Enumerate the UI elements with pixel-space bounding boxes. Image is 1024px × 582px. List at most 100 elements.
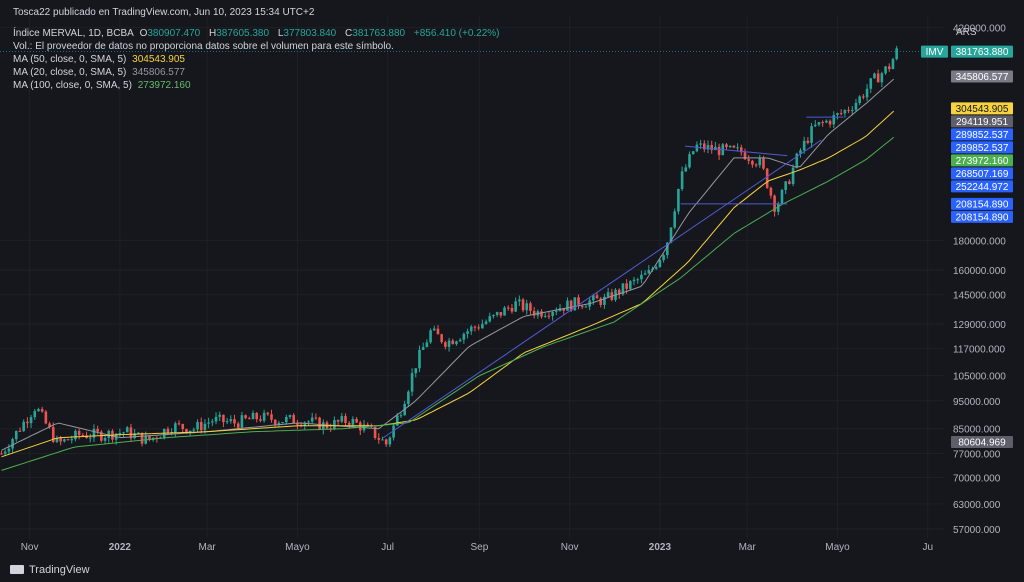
candle-up: [758, 157, 762, 166]
candle-down: [358, 422, 362, 431]
tradingview-logo[interactable]: TradingView: [10, 564, 90, 576]
candle-up: [728, 145, 732, 148]
candle-down: [26, 421, 29, 424]
ma50-legend[interactable]: MA (50, close, 0, SMA, 5) 304543.905: [13, 53, 188, 66]
candle-up: [29, 417, 33, 424]
candle-down: [40, 409, 44, 412]
price-label-value: 294119.951: [956, 117, 1009, 128]
x-tick-label: Jul: [381, 542, 394, 553]
candle-up: [262, 412, 266, 421]
candle-up: [307, 421, 310, 423]
candle-up: [33, 411, 37, 418]
candle-down: [477, 327, 480, 329]
candle-down: [366, 424, 369, 426]
candle-down: [499, 312, 503, 316]
candle-down: [244, 415, 247, 419]
candle-down: [769, 187, 773, 196]
candle-up: [873, 73, 876, 79]
candle-down: [444, 342, 447, 347]
ma100-legend[interactable]: MA (100, close, 0, SMA, 5) 273972.160: [13, 79, 194, 92]
tradingview-logo-icon: [10, 565, 24, 574]
candle-up: [351, 418, 355, 425]
candle-down: [510, 307, 514, 312]
candle-down: [199, 422, 203, 431]
candle-up: [432, 328, 436, 331]
candle-down: [436, 328, 440, 335]
candle-down: [181, 424, 185, 430]
y-tick-label: 160000.000: [953, 266, 1006, 277]
candle-up: [70, 439, 74, 441]
candle-up: [229, 419, 233, 422]
candle-up: [407, 391, 410, 404]
price-label-value: 208154.890: [956, 199, 1009, 210]
candle-up: [776, 203, 780, 212]
price-label-box: [951, 141, 1013, 154]
candle-down: [347, 422, 351, 425]
candle-up: [447, 340, 451, 347]
y-tick-label: 145000.000: [953, 291, 1006, 302]
brand-name: TradingView: [29, 564, 90, 576]
candle-up: [281, 422, 284, 424]
ma20-line: [1, 78, 895, 451]
candle-up: [592, 295, 595, 301]
footer-bar: TradingView: [0, 558, 1024, 582]
candle-down: [725, 144, 728, 148]
candle-down: [44, 411, 48, 424]
candle-up: [469, 326, 473, 332]
candle-up: [466, 331, 469, 334]
x-tick-label: Sep: [470, 542, 488, 553]
symbol-name[interactable]: Índice MERVAL, 1D, BCBA: [13, 28, 134, 39]
candle-down: [577, 297, 580, 307]
candle-up: [481, 323, 484, 329]
candle-up: [658, 260, 662, 268]
candle-down: [129, 427, 133, 439]
candle-down: [18, 430, 22, 432]
candle-up: [799, 150, 802, 154]
candle-down: [828, 120, 832, 125]
y-tick-label: 77000.000: [953, 450, 1001, 461]
candle-up: [850, 109, 854, 111]
trendlines: [382, 116, 844, 439]
candle-up: [88, 437, 92, 439]
candle-down: [314, 417, 318, 419]
candle-down: [754, 164, 758, 166]
candle-up: [636, 279, 640, 281]
candle-up: [584, 306, 588, 308]
candle-up: [288, 415, 292, 418]
publisher-line: Tosca22 publicado en TradingView.com, Ju…: [13, 6, 317, 19]
candle-up: [425, 342, 429, 348]
candle-up: [714, 146, 717, 151]
candle-down: [806, 140, 810, 143]
price-label-box: [951, 197, 1013, 210]
candle-up: [251, 412, 255, 420]
price-label-value: 273972.160: [956, 156, 1009, 167]
ma20-legend[interactable]: MA (20, close, 0, SMA, 5) 345806.577: [13, 66, 188, 79]
candle-up: [22, 421, 25, 432]
candle-up: [736, 147, 739, 149]
candle-up: [621, 283, 625, 295]
candle-up: [211, 421, 214, 423]
candle-down: [148, 435, 151, 440]
candle-down: [292, 415, 296, 424]
price-label-box: [951, 180, 1013, 193]
high-label: H: [208, 28, 217, 39]
x-tick-label: Mar: [739, 542, 757, 553]
candle-up: [854, 102, 858, 110]
candle-up: [14, 430, 18, 440]
candle-down: [788, 181, 791, 184]
price-label-box: [951, 70, 1013, 83]
candle-up: [699, 143, 702, 145]
x-tick-label: Ju: [922, 542, 933, 553]
candle-up: [399, 415, 403, 417]
candle-down: [821, 122, 824, 124]
candle-up: [133, 433, 136, 439]
candle-down: [506, 307, 510, 309]
published-text: Tosca22 publicado en TradingView.com, Ju…: [13, 7, 315, 18]
candle-up: [37, 409, 40, 412]
price-label-box: [951, 167, 1013, 180]
price-label-value: 80604.969: [958, 438, 1006, 449]
grid: [0, 16, 944, 538]
candle-down: [562, 308, 566, 311]
candle-down: [0, 453, 3, 455]
